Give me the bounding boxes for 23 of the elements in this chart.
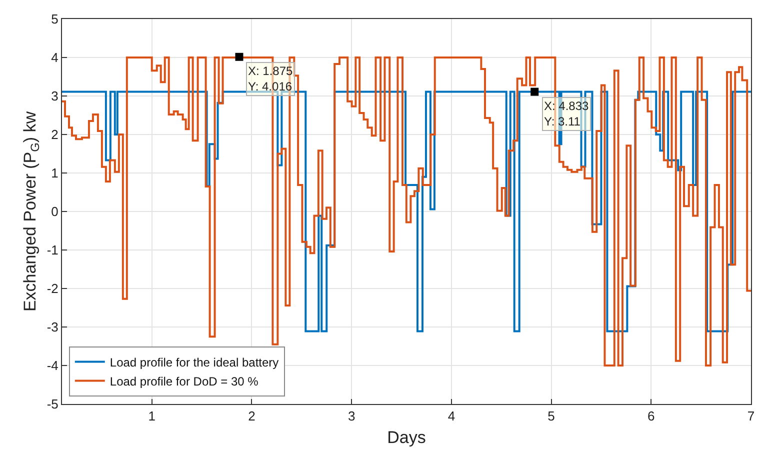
x-tick-label: 6: [648, 408, 655, 424]
y-tick-label: 3: [51, 88, 58, 104]
x-axis-title: Days: [387, 428, 426, 447]
legend-label: Load profile for DoD = 30 %: [110, 374, 259, 388]
y-tick-label: -2: [46, 281, 58, 296]
x-tick-label: 3: [348, 408, 356, 424]
y-tick-label: -5: [46, 396, 58, 412]
x-tick-label: 7: [747, 408, 755, 424]
y-tick-label: 4: [51, 50, 58, 66]
y-tick-label: 2: [51, 127, 58, 142]
y-tick-label: 5: [51, 12, 58, 27]
x-tick-label: 1: [148, 408, 156, 424]
annotation: X: 1.875 Y: 4.016: [248, 64, 294, 94]
x-tick-label: 4: [448, 408, 456, 424]
y-tick-label: 0: [51, 204, 58, 220]
y-tick-label: -3: [46, 320, 58, 335]
x-tick-label: 2: [248, 408, 256, 424]
y-tick-label: 1: [51, 166, 58, 181]
legend-label: Load profile for the ideal battery: [110, 355, 279, 370]
x-tick-label: 5: [548, 408, 555, 424]
annotation: X: 4.833 Y: 3.11: [544, 99, 590, 129]
y-tick-label: -1: [46, 242, 58, 258]
y-tick-label: -4: [46, 358, 58, 374]
